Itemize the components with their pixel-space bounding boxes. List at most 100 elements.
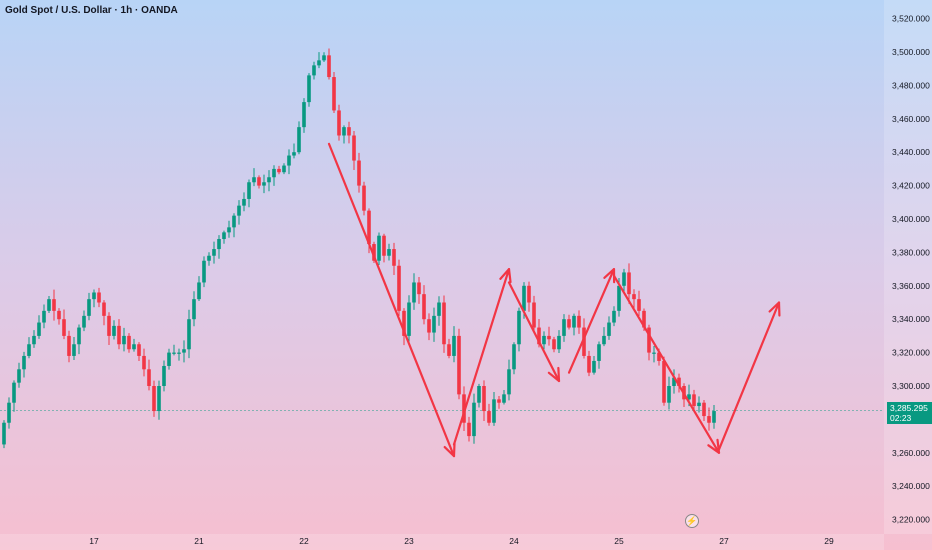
candle-body	[437, 302, 441, 316]
candle-body	[367, 210, 371, 245]
candle-body	[57, 310, 61, 320]
candle-body	[22, 355, 26, 370]
y-tick-label: 3,520.000	[892, 14, 930, 24]
candle-body	[492, 399, 496, 423]
candle-body	[432, 315, 436, 333]
candle-body	[62, 319, 66, 336]
x-tick-label: 22	[299, 536, 309, 546]
candle-body	[197, 282, 201, 300]
price-axis-labels: 3,520.000 3,500.000 3,480.000 3,460.000 3,44…	[892, 14, 930, 525]
candle-body	[312, 65, 316, 76]
candle-body	[482, 386, 486, 412]
y-tick-label: 3,360.000	[892, 281, 930, 291]
candle-body	[292, 152, 296, 156]
y-tick-label: 3,500.000	[892, 47, 930, 57]
y-tick-label: 3,260.000	[892, 448, 930, 458]
trend-arrow[interactable]	[567, 268, 616, 374]
candle-body	[527, 285, 531, 303]
candle-body	[497, 399, 501, 403]
countdown-timer: 02:23	[890, 413, 912, 423]
candles-layer	[2, 48, 716, 449]
candle-body	[137, 344, 141, 356]
candle-body	[152, 386, 156, 412]
candle-body	[72, 344, 76, 356]
x-tick-label: 29	[824, 536, 834, 546]
candle-body	[472, 402, 476, 437]
x-tick-label: 27	[719, 536, 729, 546]
candle-body	[297, 127, 301, 153]
candle-body	[157, 386, 161, 412]
candle-body	[347, 127, 351, 136]
trend-arrow[interactable]	[507, 281, 561, 383]
candle-body	[107, 315, 111, 336]
candle-body	[417, 282, 421, 295]
candle-body	[672, 377, 676, 386]
trend-arrow[interactable]	[717, 301, 781, 451]
candle-body	[2, 422, 6, 445]
candle-body	[587, 355, 591, 373]
annotation-arrows-layer	[327, 142, 781, 458]
candle-body	[502, 394, 506, 403]
candle-body	[7, 402, 11, 423]
candle-body	[657, 352, 661, 361]
trend-arrow[interactable]	[452, 268, 511, 446]
candle-body	[102, 302, 106, 316]
candle-body	[462, 394, 466, 423]
candle-body	[337, 110, 341, 136]
y-tick-label: 3,440.000	[892, 147, 930, 157]
candle-body	[162, 365, 166, 386]
candle-body	[282, 165, 286, 173]
candle-body	[457, 335, 461, 395]
candle-body	[487, 411, 491, 423]
candle-body	[582, 327, 586, 356]
y-tick-label: 3,220.000	[892, 515, 930, 525]
candle-body	[522, 285, 526, 311]
candle-body	[307, 75, 311, 103]
price-axis-panel[interactable]	[884, 0, 932, 534]
candle-body	[452, 335, 456, 356]
candle-body	[712, 411, 716, 423]
candle-body	[177, 352, 181, 354]
candle-body	[477, 386, 481, 403]
candle-body	[87, 299, 91, 316]
candle-body	[377, 235, 381, 261]
candle-body	[122, 335, 126, 345]
candle-body	[32, 335, 36, 345]
candle-body	[552, 339, 556, 350]
candle-body	[542, 335, 546, 345]
x-tick-label: 17	[89, 536, 99, 546]
candle-body	[252, 177, 256, 183]
candle-body	[202, 260, 206, 283]
candle-body	[242, 198, 246, 206]
candle-body	[572, 315, 576, 328]
candle-body	[662, 360, 666, 403]
candle-body	[397, 265, 401, 311]
trend-arrow[interactable]	[612, 274, 721, 454]
lightning-icon[interactable]: ⚡	[685, 514, 699, 528]
x-tick-label: 21	[194, 536, 204, 546]
candle-body	[387, 249, 391, 256]
candle-body	[467, 422, 471, 437]
candle-body	[557, 335, 561, 350]
trend-arrow[interactable]	[327, 142, 456, 458]
candle-body	[627, 272, 631, 295]
candle-body	[222, 232, 226, 240]
trend-arrow-head	[707, 438, 721, 454]
x-tick-label: 25	[614, 536, 624, 546]
candle-body	[257, 177, 261, 186]
candle-body	[407, 302, 411, 336]
candle-body	[77, 327, 81, 345]
candle-body	[37, 322, 41, 336]
candle-body	[622, 272, 626, 286]
candle-body	[212, 249, 216, 256]
candle-body	[227, 227, 231, 233]
candle-body	[507, 369, 511, 395]
candle-body	[217, 239, 221, 250]
candle-body	[42, 310, 46, 323]
candle-body	[592, 360, 596, 373]
candle-body	[697, 402, 701, 407]
time-axis-panel[interactable]	[0, 534, 884, 550]
trend-arrow-head	[443, 442, 456, 458]
